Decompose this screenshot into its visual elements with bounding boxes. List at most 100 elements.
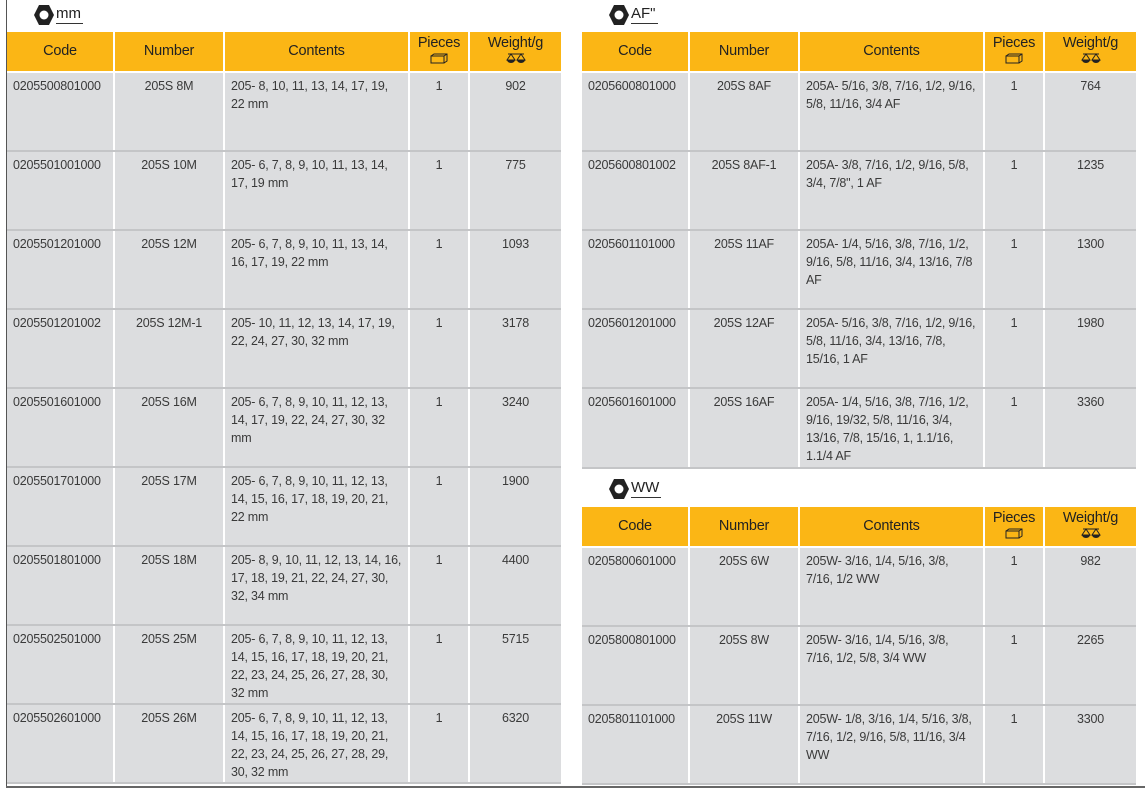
header-pieces: Pieces <box>985 32 1045 73</box>
cell-contents: 205W- 1/8, 3/16, 1/4, 5/16, 3/8, 7/16, 1… <box>800 706 985 783</box>
header-contents-label: Contents <box>863 43 920 59</box>
box-icon <box>1005 528 1023 542</box>
cell-weight: 764 <box>1045 73 1136 150</box>
page-left-border <box>6 0 7 788</box>
product-table: Code Number Contents Pieces Weight/g 02056008… <box>582 32 1136 469</box>
unit-label: AF" <box>608 0 658 30</box>
table-row: 0205501201002 205S 12M-1 205- 10, 11, 12, … <box>7 310 561 389</box>
cell-number: 205S 25M <box>115 626 225 703</box>
scale-icon <box>1080 53 1101 67</box>
cell-contents: 205A- 1/4, 5/16, 3/8, 7/16, 1/2, 9/16, 1… <box>800 389 985 467</box>
header-weight-label: Weight/g <box>487 35 544 51</box>
header-contents-label: Contents <box>288 43 345 59</box>
table-body: 0205600801000 205S 8AF 205A- 5/16, 3/8, 7/… <box>582 73 1136 469</box>
table-row: 0205500801000 205S 8M 205- 8, 10, 11, 13, … <box>7 73 561 152</box>
cell-code: 0205501801000 <box>7 547 115 624</box>
cell-weight: 5715 <box>470 626 561 703</box>
cell-contents: 205A- 5/16, 3/8, 7/16, 1/2, 9/16, 5/8, 1… <box>800 310 985 387</box>
cell-number: 205S 11W <box>690 706 800 783</box>
header-code-label: Code <box>618 43 652 59</box>
header-weight: Weight/g <box>1045 507 1136 548</box>
cell-code: 0205800801000 <box>582 627 690 704</box>
cell-weight: 6320 <box>470 705 561 782</box>
cell-number: 205S 11AF <box>690 231 800 308</box>
header-code: Code <box>582 32 690 73</box>
cell-weight: 1980 <box>1045 310 1136 387</box>
cell-code: 0205800601000 <box>582 548 690 625</box>
cell-weight: 982 <box>1045 548 1136 625</box>
cell-pieces: 1 <box>410 626 470 703</box>
cell-contents: 205A- 3/8, 7/16, 1/2, 9/16, 5/8, 3/4, 7/… <box>800 152 985 229</box>
table-row: 0205600801002 205S 8AF-1 205A- 3/8, 7/16, … <box>582 152 1136 231</box>
cell-number: 205S 16AF <box>690 389 800 467</box>
table-header: Code Number Contents Pieces Weight/g <box>7 32 561 73</box>
cell-code: 0205500801000 <box>7 73 115 150</box>
cell-pieces: 1 <box>410 468 470 545</box>
cell-pieces: 1 <box>985 548 1045 625</box>
scale-icon <box>505 53 526 67</box>
cell-pieces: 1 <box>410 152 470 229</box>
cell-pieces: 1 <box>985 627 1045 704</box>
cell-pieces: 1 <box>410 310 470 387</box>
table-row: 0205800801000 205S 8W 205W- 3/16, 1/4, 5/1… <box>582 627 1136 706</box>
cell-number: 205S 8AF <box>690 73 800 150</box>
table-row: 0205502501000 205S 25M 205- 6, 7, 8, 9, 10… <box>7 626 561 705</box>
table-row: 0205502601000 205S 26M 205- 6, 7, 8, 9, 10… <box>7 705 561 784</box>
scale-icon <box>1080 528 1101 542</box>
header-pieces-label: Pieces <box>992 35 1036 51</box>
cell-pieces: 1 <box>410 389 470 466</box>
table-row: 0205501701000 205S 17M 205- 6, 7, 8, 9, 10… <box>7 468 561 547</box>
cell-weight: 1093 <box>470 231 561 308</box>
header-weight-label: Weight/g <box>1062 35 1119 51</box>
cell-number: 205S 16M <box>115 389 225 466</box>
cell-contents: 205- 10, 11, 12, 13, 14, 17, 19, 22, 24,… <box>225 310 410 387</box>
cell-code: 0205601101000 <box>582 231 690 308</box>
cell-code: 0205501201002 <box>7 310 115 387</box>
unit-text: WW <box>631 479 662 498</box>
cell-pieces: 1 <box>985 73 1045 150</box>
cell-pieces: 1 <box>410 705 470 782</box>
table-body: 0205500801000 205S 8M 205- 8, 10, 11, 13, … <box>7 73 561 784</box>
table-row: 0205600801000 205S 8AF 205A- 5/16, 3/8, 7/… <box>582 73 1136 152</box>
cell-contents: 205- 8, 10, 11, 13, 14, 17, 19, 22 mm <box>225 73 410 150</box>
cell-contents: 205- 6, 7, 8, 9, 10, 11, 12, 13, 14, 15,… <box>225 468 410 545</box>
header-weight: Weight/g <box>1045 32 1136 73</box>
cell-contents: 205- 6, 7, 8, 9, 10, 11, 12, 13, 14, 15,… <box>225 705 410 782</box>
cell-number: 205S 8W <box>690 627 800 704</box>
cell-weight: 3178 <box>470 310 561 387</box>
cell-contents: 205A- 1/4, 5/16, 3/8, 7/16, 1/2, 9/16, 5… <box>800 231 985 308</box>
header-code: Code <box>582 507 690 548</box>
cell-number: 205S 10M <box>115 152 225 229</box>
table-row: 0205800601000 205S 6W 205W- 3/16, 1/4, 5/1… <box>582 548 1136 627</box>
cell-number: 205S 12M <box>115 231 225 308</box>
cell-contents: 205- 6, 7, 8, 9, 10, 11, 12, 13, 14, 15,… <box>225 626 410 703</box>
cell-number: 205S 17M <box>115 468 225 545</box>
header-number: Number <box>115 32 225 73</box>
cell-weight: 1300 <box>1045 231 1136 308</box>
header-pieces: Pieces <box>985 507 1045 548</box>
cell-contents: 205A- 5/16, 3/8, 7/16, 1/2, 9/16, 5/8, 1… <box>800 73 985 150</box>
cell-contents: 205W- 3/16, 1/4, 5/16, 3/8, 7/16, 1/2 WW <box>800 548 985 625</box>
cell-number: 205S 12AF <box>690 310 800 387</box>
table-row: 0205601101000 205S 11AF 205A- 1/4, 5/16, 3… <box>582 231 1136 310</box>
cell-weight: 775 <box>470 152 561 229</box>
table-row: 0205601601000 205S 16AF 205A- 1/4, 5/16, 3… <box>582 389 1136 469</box>
cell-number: 205S 12M-1 <box>115 310 225 387</box>
table-row: 0205601201000 205S 12AF 205A- 5/16, 3/8, 7… <box>582 310 1136 389</box>
header-weight: Weight/g <box>470 32 561 73</box>
cell-number: 205S 8AF-1 <box>690 152 800 229</box>
cell-code: 0205501201000 <box>7 231 115 308</box>
header-number: Number <box>690 507 800 548</box>
product-table: Code Number Contents Pieces Weight/g 02055008… <box>7 32 561 784</box>
cell-contents: 205- 6, 7, 8, 9, 10, 11, 13, 14, 17, 19 … <box>225 152 410 229</box>
cell-pieces: 1 <box>985 706 1045 783</box>
header-contents: Contents <box>225 32 410 73</box>
cell-contents: 205- 6, 7, 8, 9, 10, 11, 13, 14, 16, 17,… <box>225 231 410 308</box>
header-number-label: Number <box>718 43 770 59</box>
hex-nut-icon <box>608 478 630 500</box>
header-code-label: Code <box>618 518 652 534</box>
cell-pieces: 1 <box>985 389 1045 467</box>
header-number: Number <box>690 32 800 73</box>
table-row: 0205801101000 205S 11W 205W- 1/8, 3/16, 1/… <box>582 706 1136 785</box>
hex-nut-icon <box>33 4 55 26</box>
